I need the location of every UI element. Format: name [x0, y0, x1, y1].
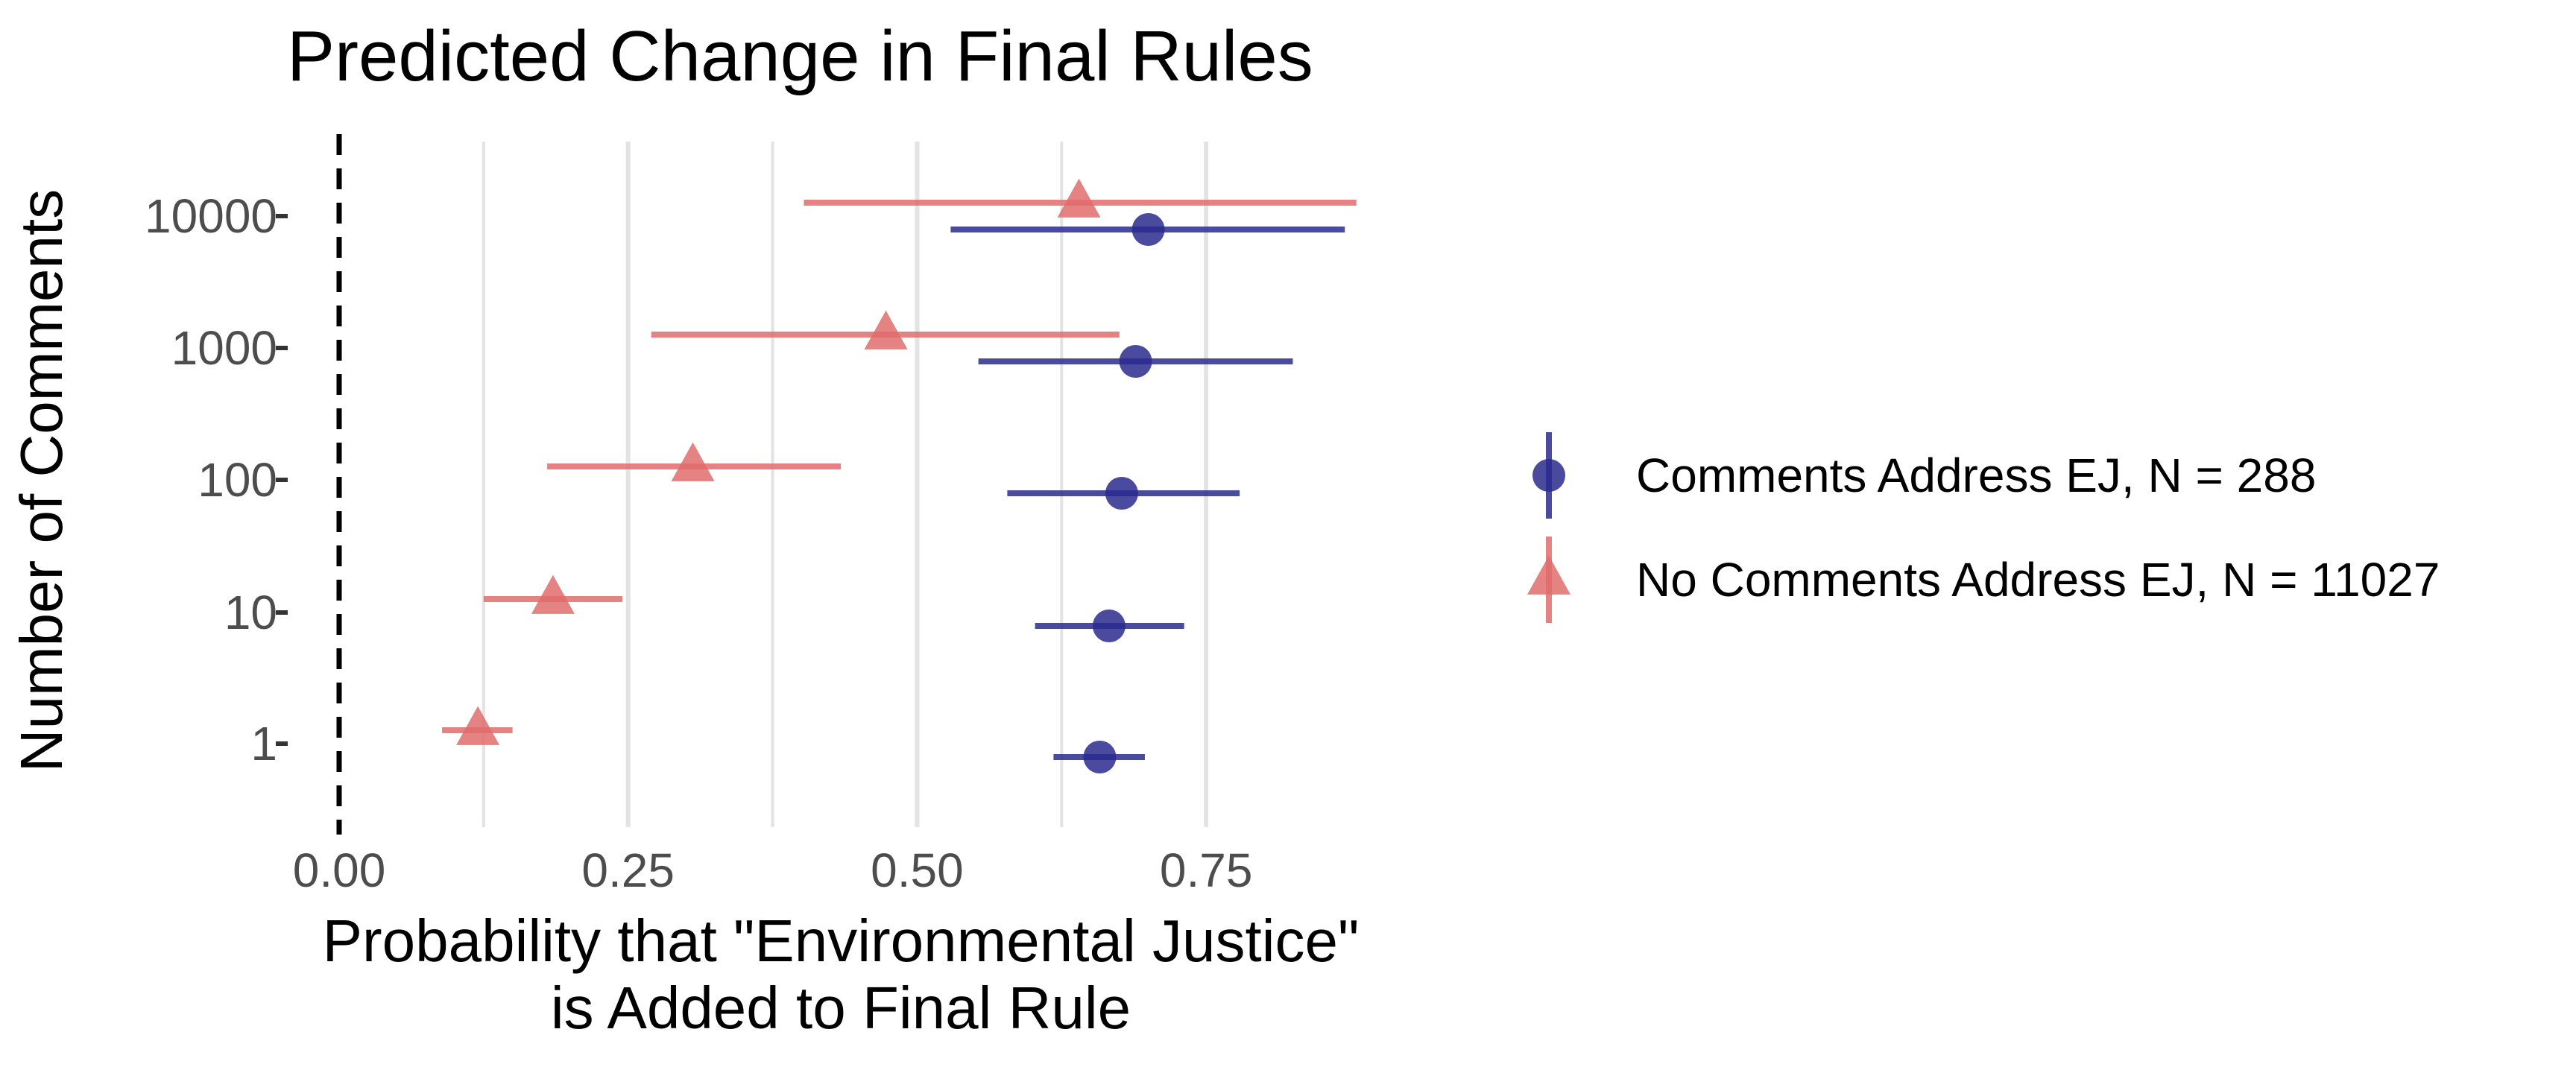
x-axis-label-line-1: Probability that "Environmental Justice" [323, 908, 1360, 974]
legend-key-triangle [1527, 555, 1570, 595]
y-tick-label: 10000 [145, 189, 277, 243]
point-marker-circle [1131, 213, 1165, 246]
y-axis-label: Number of Comments [8, 189, 75, 772]
chart-title: Predicted Change in Final Rules [287, 16, 1313, 96]
legend-key-circle [1532, 459, 1565, 492]
y-tick-label: 1 [250, 717, 277, 770]
legend-label: No Comments Address EJ, N = 11027 [1636, 553, 2440, 607]
point-marker-circle [1092, 610, 1126, 642]
point-marker-circle [1105, 477, 1138, 510]
y-tick-label: 10 [224, 586, 277, 639]
x-tick-label: 0.25 [581, 843, 675, 897]
x-tick-label: 0.00 [293, 843, 386, 897]
y-tick-label: 100 [198, 453, 277, 507]
point-marker-circle [1083, 741, 1117, 773]
plot-area: 0.00 0.25 0.50 0.75 1 10 100 1000 10000 [145, 134, 1357, 897]
x-tick-label: 0.75 [1160, 843, 1253, 897]
point-marker-circle [1119, 345, 1152, 378]
legend: Comments Address EJ, N = 288 No Comments … [1527, 432, 2440, 623]
legend-label: Comments Address EJ, N = 288 [1636, 449, 2316, 502]
point-marker-triangle [1057, 178, 1101, 218]
point-marker-triangle [456, 706, 500, 745]
point-marker-triangle [531, 575, 575, 614]
point-marker-triangle [864, 310, 908, 349]
x-axis-label-line-2: is Added to Final Rule [551, 975, 1131, 1041]
x-tick-label: 0.50 [871, 843, 964, 897]
point-marker-triangle [671, 442, 715, 481]
y-tick-label: 1000 [171, 321, 277, 375]
